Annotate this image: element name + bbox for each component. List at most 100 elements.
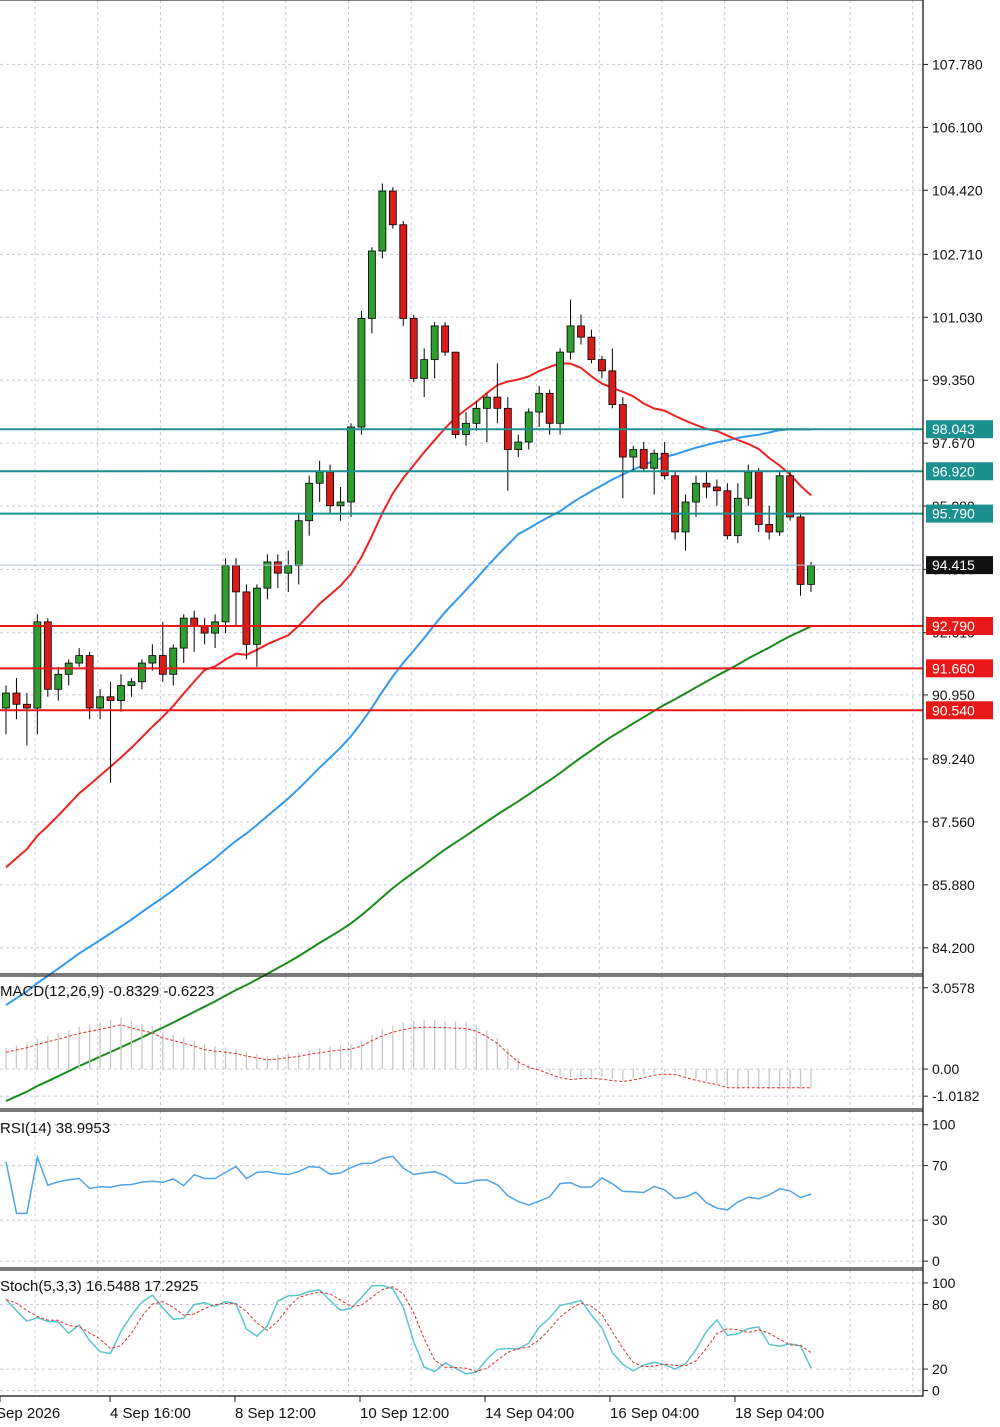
candle-body	[43, 621, 52, 690]
stoch-main-line	[5, 1284, 812, 1375]
candle-body	[796, 516, 805, 585]
candle-body	[807, 565, 815, 585]
candle-body	[378, 190, 387, 252]
candle-body	[357, 318, 366, 428]
level-label: 95.790	[932, 506, 975, 522]
macd-signal-line	[5, 1024, 811, 1089]
candle-body	[33, 621, 42, 709]
y-tick-label: 84.200	[932, 940, 975, 956]
candle-body	[441, 325, 449, 353]
y-tick-label: 87.560	[932, 814, 975, 830]
candle-body	[127, 681, 136, 686]
candle-body	[671, 475, 679, 533]
grid	[0, 0, 923, 1396]
ma-mid-line	[5, 428, 811, 1006]
candle-body	[608, 370, 617, 405]
x-tick-label: 4 Sep 16:00	[110, 1405, 191, 1422]
candle-body	[545, 392, 554, 424]
y-tick-label: 106.100	[932, 119, 983, 135]
y-tick-label: 20	[932, 1361, 948, 1377]
stoch-label: Stoch(5,3,3) 16.5488 17.2925	[0, 1278, 199, 1295]
panel-frame	[0, 0, 924, 975]
candle-body	[430, 325, 439, 361]
x-tick-label: 14 Sep 04:00	[485, 1405, 574, 1422]
y-tick-label: 100	[932, 1117, 956, 1133]
y-tick-label: 3.0578	[932, 980, 975, 996]
candle-body	[524, 411, 533, 443]
candle-body	[263, 561, 272, 589]
candle-body	[618, 404, 627, 458]
candle-body	[85, 655, 94, 709]
y-tick-label: 0.00	[932, 1061, 959, 1077]
ma-slow-line	[5, 625, 812, 1102]
y-tick-label: 100	[932, 1275, 956, 1291]
candle-body	[232, 565, 240, 593]
macd-label: MACD(12,26,9) -0.8329 -0.6223	[0, 983, 214, 1000]
current-price-label: 94.415	[932, 557, 975, 573]
stoch-signal-line	[5, 1286, 812, 1372]
candle-body	[681, 501, 690, 533]
y-tick-label: 104.420	[932, 182, 983, 198]
y-tick-label: 0	[932, 1253, 940, 1269]
candle-body	[242, 591, 251, 645]
candle-body	[587, 336, 596, 361]
candle-body	[12, 692, 21, 705]
candle-body	[138, 662, 146, 683]
candle-body	[692, 482, 700, 503]
level-label-box	[926, 462, 993, 481]
y-tick-label: -1.0182	[932, 1088, 980, 1104]
candle-body	[733, 497, 742, 537]
level-label-box	[926, 504, 993, 523]
y-tick-label: 80	[932, 1296, 948, 1312]
y-tick-label: 101.030	[932, 309, 983, 325]
level-label: 98.043	[932, 421, 975, 437]
candle-body	[493, 396, 502, 409]
candle-body	[472, 407, 481, 424]
y-tick-label: 102.710	[932, 246, 983, 262]
candle-body	[702, 482, 711, 488]
y-tick-label: 99.350	[932, 372, 975, 388]
y-axis: 107.780 106.100 104.420 102.710 101.030 99.35…	[0, 56, 993, 1399]
x-tick-label: 18 Sep 04:00	[735, 1405, 824, 1422]
y-tick-label: 97.670	[932, 435, 975, 451]
candle-body	[315, 471, 324, 484]
level-label-box	[926, 659, 993, 678]
candle-body	[117, 685, 125, 701]
candle-body	[629, 449, 638, 458]
candlesticks	[2, 183, 815, 783]
candle-body	[148, 655, 157, 664]
indicator-labels: MACD(12,26,9) -0.8329 -0.6223 RSI(14) 38…	[0, 983, 214, 1295]
candle-body	[2, 692, 10, 709]
rsi-panel	[5, 1154, 812, 1215]
level-label-box	[926, 701, 993, 720]
x-tick-label: 16 Sep 04:00	[610, 1405, 699, 1422]
rsi-label: RSI(14) 38.9953	[0, 1120, 110, 1137]
x-tick-label: Sep 2026	[0, 1405, 60, 1422]
candle-body	[754, 471, 763, 525]
horizontal-levels	[0, 428, 923, 712]
candle-body	[713, 486, 721, 492]
y-tick-label: 0	[932, 1383, 940, 1399]
level-label-box	[926, 420, 993, 439]
x-axis: Sep 2026 4 Sep 16:00 8 Sep 12:00 10 Sep 12:…	[0, 1396, 824, 1422]
level-label: 96.920	[932, 463, 975, 479]
y-tick-label: 85.880	[932, 877, 975, 893]
candle-body	[451, 351, 460, 435]
candle-body	[409, 318, 418, 379]
stoch-panel	[5, 1284, 812, 1375]
candle-body	[284, 565, 293, 574]
candle-body	[483, 396, 491, 409]
candle-body	[577, 325, 585, 338]
y-tick-label: 89.240	[932, 751, 975, 767]
x-tick-label: 10 Sep 12:00	[360, 1405, 449, 1422]
candle-body	[305, 482, 314, 522]
candle-body	[598, 359, 606, 372]
level-label: 91.660	[932, 660, 975, 676]
candle-body	[273, 561, 282, 574]
candle-body	[96, 696, 104, 709]
candle-body	[744, 471, 753, 499]
candle-body	[211, 621, 219, 634]
candle-body	[23, 703, 31, 709]
candle-body	[639, 449, 648, 469]
